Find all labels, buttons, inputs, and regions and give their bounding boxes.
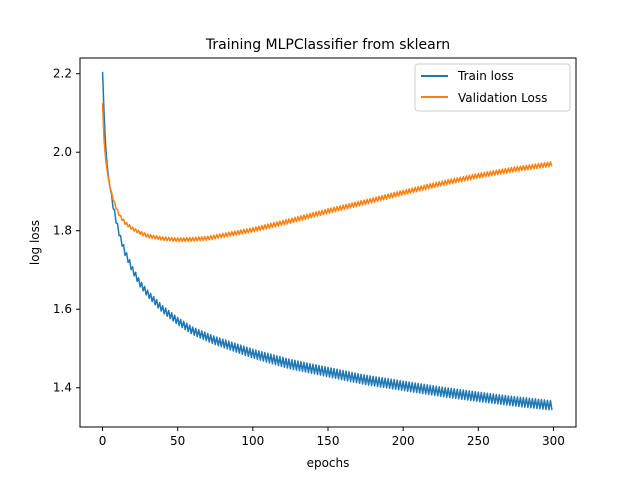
y-tick-label: 1.6 bbox=[53, 302, 72, 316]
x-axis-label: epochs bbox=[307, 456, 350, 470]
legend-box bbox=[414, 63, 571, 112]
x-tick-label: 100 bbox=[241, 434, 264, 448]
legend: Train loss Validation Loss bbox=[414, 63, 571, 112]
x-axis: 0 50 100 150 200 250 300 bbox=[99, 427, 565, 448]
y-axis-label: log loss bbox=[28, 220, 42, 265]
series-line-train-loss bbox=[101, 71, 553, 411]
legend-label-train-loss: Train loss bbox=[457, 69, 514, 83]
series-line-validation-loss bbox=[101, 103, 553, 243]
y-tick-label: 1.8 bbox=[53, 224, 72, 238]
y-tick-label: 2.0 bbox=[53, 145, 72, 159]
y-tick-label: 2.2 bbox=[53, 67, 72, 81]
x-tick-label: 250 bbox=[467, 434, 490, 448]
x-tick-label: 50 bbox=[170, 434, 185, 448]
legend-label-validation-loss: Validation Loss bbox=[458, 91, 547, 105]
y-axis: 1.4 1.6 1.8 2.0 2.2 bbox=[53, 67, 80, 395]
x-tick-label: 300 bbox=[542, 434, 565, 448]
chart-title: Training MLPClassifier from sklearn bbox=[205, 37, 450, 53]
plot-area bbox=[101, 71, 553, 411]
x-tick-label: 200 bbox=[392, 434, 415, 448]
x-tick-label: 150 bbox=[317, 434, 340, 448]
y-tick-label: 1.4 bbox=[53, 381, 72, 395]
x-tick-label: 0 bbox=[99, 434, 107, 448]
